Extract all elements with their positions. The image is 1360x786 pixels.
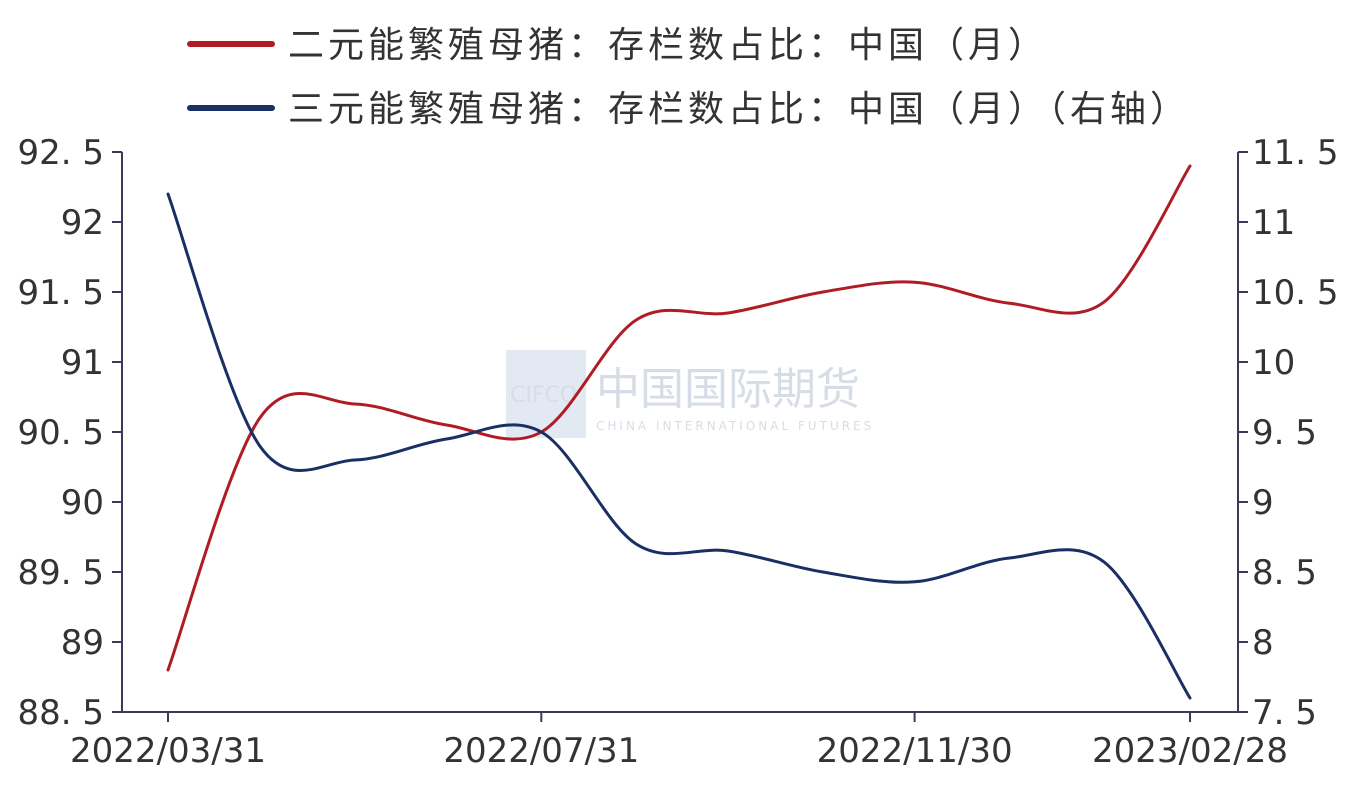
right-axis-tick-label: 8 (1252, 623, 1274, 663)
left-axis-tick-label: 90. 5 (17, 413, 104, 453)
right-axis-tick-label: 11. 5 (1252, 133, 1339, 173)
left-axis-tick-label: 92 (61, 203, 104, 243)
right-axis-tick-label: 8. 5 (1252, 553, 1317, 593)
left-axis-tick-label: 89 (61, 623, 104, 663)
x-axis-tick-label: 2023/02/28 (1092, 731, 1288, 771)
watermark-logo-text: CIFCO (510, 383, 577, 408)
left-axis-tick-label: 88. 5 (17, 693, 104, 733)
legend-item-series-2: 三元能繁殖母猪：存栏数占比：中国（月）（右轴） (187, 89, 1190, 130)
x-axis-tick-label: 2022/11/30 (817, 731, 1013, 771)
series (166, 164, 1192, 700)
left-axis-tick-label: 91 (61, 343, 104, 383)
watermark: CIFCO 中国国际期货 CHINA INTERNATIONAL FUTURES (506, 350, 874, 438)
right-axis-tick-label: 7. 5 (1252, 693, 1317, 733)
right-axis-tick-label: 9 (1252, 483, 1274, 523)
right-axis-tick-label: 11 (1252, 203, 1295, 243)
x-axis-tick-label: 2022/07/31 (443, 731, 639, 771)
watermark-company-name: 中国国际期货 (596, 364, 860, 415)
right-axis-tick-label: 9. 5 (1252, 413, 1317, 453)
legend-item-series-1: 二元能繁殖母猪：存栏数占比：中国（月） (187, 25, 1048, 66)
series-line-1 (166, 164, 1192, 672)
right-axis-tick-label: 10 (1252, 343, 1295, 383)
watermark-tagline: CHINA INTERNATIONAL FUTURES (596, 419, 874, 433)
legend-label-series-2: 三元能繁殖母猪：存栏数占比：中国（月）（右轴） (288, 89, 1190, 130)
series-line-2 (166, 192, 1192, 700)
legend-label-series-1: 二元能繁殖母猪：存栏数占比：中国（月） (288, 25, 1048, 66)
left-axis-tick-label: 90 (61, 483, 104, 523)
left-axis-tick-label: 89. 5 (17, 553, 104, 593)
x-axis-tick-label: 2022/03/31 (70, 731, 266, 771)
left-axis-tick-label: 92. 5 (17, 133, 104, 173)
left-axis-tick-label: 91. 5 (17, 273, 104, 313)
right-axis-tick-label: 10. 5 (1252, 273, 1339, 313)
legend: 二元能繁殖母猪：存栏数占比：中国（月） 三元能繁殖母猪：存栏数占比：中国（月）（… (187, 25, 1190, 130)
watermark-logo-box (506, 350, 586, 438)
